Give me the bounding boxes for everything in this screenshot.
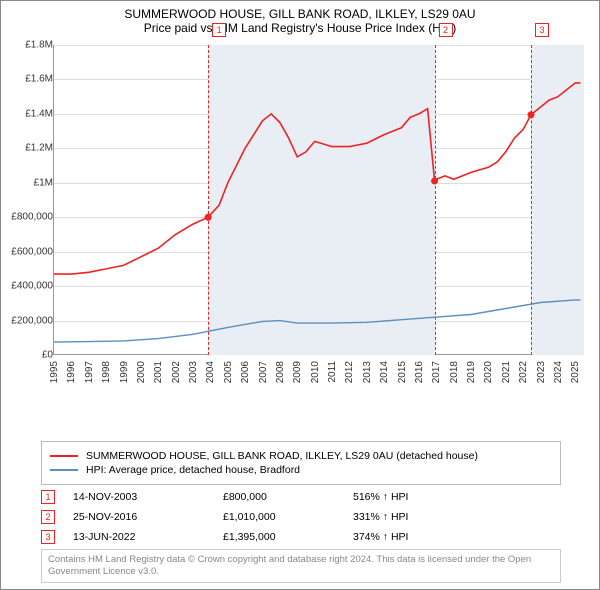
legend-row: HPI: Average price, detached house, Brad… <box>50 464 552 476</box>
xtick-label: 1997 <box>84 361 95 383</box>
legend-line-icon <box>50 455 78 457</box>
transaction-marker: 2 <box>41 510 55 524</box>
ytick-label: £400,000 <box>11 281 53 292</box>
xtick-label: 2007 <box>258 361 269 383</box>
transaction-marker: 3 <box>41 530 55 544</box>
ytick-label: £800,000 <box>11 212 53 223</box>
xtick-label: 2014 <box>379 361 390 383</box>
ytick-label: £1.2M <box>25 143 53 154</box>
xtick-label: 2012 <box>344 361 355 383</box>
xtick-label: 2000 <box>136 361 147 383</box>
table-row: 1 14-NOV-2003 £800,000 516% ↑ HPI <box>41 487 561 507</box>
chart-container: SUMMERWOOD HOUSE, GILL BANK ROAD, ILKLEY… <box>0 0 600 590</box>
transaction-date: 14-NOV-2003 <box>73 491 223 503</box>
xtick-label: 2004 <box>205 361 216 383</box>
xtick-label: 2011 <box>327 361 338 383</box>
xtick-label: 2001 <box>153 361 164 383</box>
ytick-label: £1.4M <box>25 108 53 119</box>
xtick-label: 2008 <box>275 361 286 383</box>
legend-label: HPI: Average price, detached house, Brad… <box>86 464 300 476</box>
legend-row: SUMMERWOOD HOUSE, GILL BANK ROAD, ILKLEY… <box>50 450 552 462</box>
xtick-label: 2019 <box>466 361 477 383</box>
transaction-date: 13-JUN-2022 <box>73 531 223 543</box>
xtick-label: 2016 <box>414 361 425 383</box>
xtick-label: 2022 <box>518 361 529 383</box>
ytick-label: £1M <box>34 177 53 188</box>
ytick-label: £600,000 <box>11 246 53 257</box>
transaction-pct: 331% ↑ HPI <box>353 511 473 523</box>
xtick-label: 2009 <box>292 361 303 383</box>
chart-marker: 2 <box>439 23 453 37</box>
ytick-label: £200,000 <box>11 315 53 326</box>
xtick-label: 2025 <box>570 361 581 383</box>
xtick-label: 2005 <box>223 361 234 383</box>
title-block: SUMMERWOOD HOUSE, GILL BANK ROAD, ILKLEY… <box>1 1 599 37</box>
transaction-pct: 374% ↑ HPI <box>353 531 473 543</box>
transactions-table: 1 14-NOV-2003 £800,000 516% ↑ HPI 2 25-N… <box>41 487 561 547</box>
legend-line-icon <box>50 469 78 471</box>
chart-marker: 3 <box>535 23 549 37</box>
ytick-label: £1.8M <box>25 40 53 51</box>
xtick-label: 2024 <box>553 361 564 383</box>
xtick-label: 1998 <box>101 361 112 383</box>
xtick-label: 1995 <box>49 361 60 383</box>
footer-note: Contains HM Land Registry data © Crown c… <box>41 549 561 583</box>
xtick-label: 2010 <box>310 361 321 383</box>
xtick-label: 2013 <box>362 361 373 383</box>
legend-label: SUMMERWOOD HOUSE, GILL BANK ROAD, ILKLEY… <box>86 450 478 462</box>
xtick-label: 2017 <box>431 361 442 383</box>
title-line2: Price paid vs. HM Land Registry's House … <box>1 21 599 35</box>
ytick-label: £1.6M <box>25 74 53 85</box>
legend-box: SUMMERWOOD HOUSE, GILL BANK ROAD, ILKLEY… <box>41 441 561 485</box>
xtick-label: 2003 <box>188 361 199 383</box>
xtick-label: 2021 <box>501 361 512 383</box>
transaction-marker: 1 <box>41 490 55 504</box>
table-row: 2 25-NOV-2016 £1,010,000 331% ↑ HPI <box>41 507 561 527</box>
transaction-date: 25-NOV-2016 <box>73 511 223 523</box>
xtick-label: 2006 <box>240 361 251 383</box>
plot-svg <box>54 45 584 355</box>
chart-marker: 1 <box>212 23 226 37</box>
xtick-label: 2015 <box>397 361 408 383</box>
xtick-label: 2023 <box>536 361 547 383</box>
xtick-label: 1996 <box>66 361 77 383</box>
xtick-label: 2018 <box>449 361 460 383</box>
transaction-price: £1,010,000 <box>223 511 353 523</box>
xtick-label: 2002 <box>171 361 182 383</box>
chart-area: 123 £0 £200,000 £400,000 £600,000 £800,000 £1… <box>9 45 593 395</box>
xtick-label: 1999 <box>119 361 130 383</box>
transaction-pct: 516% ↑ HPI <box>353 491 473 503</box>
ytick-label: £0 <box>42 350 53 361</box>
transaction-price: £1,395,000 <box>223 531 353 543</box>
xtick-label: 2020 <box>483 361 494 383</box>
plot-area: 123 <box>53 45 583 355</box>
title-line1: SUMMERWOOD HOUSE, GILL BANK ROAD, ILKLEY… <box>1 7 599 21</box>
table-row: 3 13-JUN-2022 £1,395,000 374% ↑ HPI <box>41 527 561 547</box>
transaction-price: £800,000 <box>223 491 353 503</box>
